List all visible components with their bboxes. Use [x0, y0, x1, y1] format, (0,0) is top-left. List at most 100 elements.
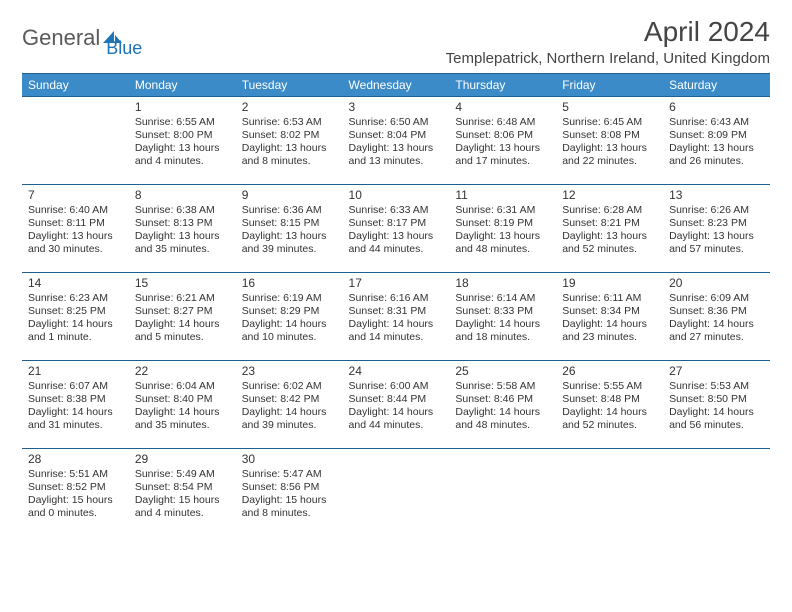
day-info-line: Sunrise: 6:31 AM [455, 204, 550, 217]
day-info-line: and 4 minutes. [135, 507, 230, 520]
calendar-day-cell: 25Sunrise: 5:58 AMSunset: 8:46 PMDayligh… [449, 361, 556, 449]
calendar-table: Sunday Monday Tuesday Wednesday Thursday… [22, 73, 770, 537]
day-info-line: Sunrise: 6:48 AM [455, 116, 550, 129]
day-info-line: Sunset: 8:25 PM [28, 305, 123, 318]
day-number: 15 [135, 276, 230, 291]
day-number: 3 [349, 100, 444, 115]
day-info-line: Daylight: 13 hours [562, 230, 657, 243]
day-info-line: and 44 minutes. [349, 243, 444, 256]
day-number: 21 [28, 364, 123, 379]
day-info-line: Sunset: 8:44 PM [349, 393, 444, 406]
day-info-line: Daylight: 13 hours [349, 142, 444, 155]
day-info-line: Sunset: 8:23 PM [669, 217, 764, 230]
day-info-line: Sunset: 8:42 PM [242, 393, 337, 406]
day-info-line: and 1 minute. [28, 331, 123, 344]
day-number: 29 [135, 452, 230, 467]
day-info-line: and 27 minutes. [669, 331, 764, 344]
day-info-line: Sunset: 8:52 PM [28, 481, 123, 494]
day-info-line: Daylight: 14 hours [135, 318, 230, 331]
day-info-line: Sunset: 8:17 PM [349, 217, 444, 230]
day-info-line: Daylight: 14 hours [135, 406, 230, 419]
day-info-line: Sunset: 8:33 PM [455, 305, 550, 318]
day-info-line: Sunrise: 6:50 AM [349, 116, 444, 129]
calendar-day-cell: 18Sunrise: 6:14 AMSunset: 8:33 PMDayligh… [449, 273, 556, 361]
day-info-line: Sunrise: 5:49 AM [135, 468, 230, 481]
day-info-line: Sunset: 8:50 PM [669, 393, 764, 406]
day-number: 27 [669, 364, 764, 379]
day-number: 5 [562, 100, 657, 115]
day-number: 4 [455, 100, 550, 115]
day-info-line: Daylight: 14 hours [242, 318, 337, 331]
day-info-line: Sunset: 8:04 PM [349, 129, 444, 142]
day-info-line: Sunset: 8:34 PM [562, 305, 657, 318]
day-info-line: Daylight: 14 hours [562, 406, 657, 419]
day-info-line: Sunset: 8:08 PM [562, 129, 657, 142]
calendar-day-cell: 26Sunrise: 5:55 AMSunset: 8:48 PMDayligh… [556, 361, 663, 449]
day-info-line: Daylight: 13 hours [455, 142, 550, 155]
day-info-line: and 52 minutes. [562, 243, 657, 256]
day-info-line: Sunrise: 6:00 AM [349, 380, 444, 393]
day-info-line: Daylight: 13 hours [28, 230, 123, 243]
calendar-day-cell [22, 97, 129, 185]
day-number: 8 [135, 188, 230, 203]
calendar-day-cell [663, 449, 770, 537]
day-info-line: Sunrise: 6:40 AM [28, 204, 123, 217]
calendar-day-cell: 3Sunrise: 6:50 AMSunset: 8:04 PMDaylight… [343, 97, 450, 185]
calendar-day-cell: 23Sunrise: 6:02 AMSunset: 8:42 PMDayligh… [236, 361, 343, 449]
day-number: 2 [242, 100, 337, 115]
day-info-line: and 13 minutes. [349, 155, 444, 168]
logo-text-general: General [22, 25, 100, 51]
day-info-line: Sunrise: 6:36 AM [242, 204, 337, 217]
day-info-line: and 5 minutes. [135, 331, 230, 344]
day-info-line: and 35 minutes. [135, 243, 230, 256]
day-info-line: Daylight: 14 hours [349, 318, 444, 331]
calendar-day-cell: 6Sunrise: 6:43 AMSunset: 8:09 PMDaylight… [663, 97, 770, 185]
day-info-line: and 31 minutes. [28, 419, 123, 432]
calendar-day-cell [343, 449, 450, 537]
day-info-line: Daylight: 14 hours [242, 406, 337, 419]
day-number: 6 [669, 100, 764, 115]
calendar-day-cell: 11Sunrise: 6:31 AMSunset: 8:19 PMDayligh… [449, 185, 556, 273]
day-info-line: Daylight: 13 hours [455, 230, 550, 243]
calendar-day-cell: 1Sunrise: 6:55 AMSunset: 8:00 PMDaylight… [129, 97, 236, 185]
day-info-line: Sunrise: 6:33 AM [349, 204, 444, 217]
weekday-header: Saturday [663, 74, 770, 97]
day-info-line: and 10 minutes. [242, 331, 337, 344]
day-number: 1 [135, 100, 230, 115]
day-info-line: Sunrise: 6:53 AM [242, 116, 337, 129]
day-info-line: Sunset: 8:31 PM [349, 305, 444, 318]
calendar-day-cell: 19Sunrise: 6:11 AMSunset: 8:34 PMDayligh… [556, 273, 663, 361]
day-number: 12 [562, 188, 657, 203]
day-info-line: and 0 minutes. [28, 507, 123, 520]
day-info-line: Sunrise: 5:47 AM [242, 468, 337, 481]
day-info-line: Sunset: 8:06 PM [455, 129, 550, 142]
day-info-line: and 4 minutes. [135, 155, 230, 168]
day-info-line: Sunset: 8:21 PM [562, 217, 657, 230]
day-number: 7 [28, 188, 123, 203]
calendar-day-cell: 9Sunrise: 6:36 AMSunset: 8:15 PMDaylight… [236, 185, 343, 273]
day-info-line: Sunrise: 5:53 AM [669, 380, 764, 393]
day-info-line: Sunrise: 6:21 AM [135, 292, 230, 305]
calendar-day-cell: 27Sunrise: 5:53 AMSunset: 8:50 PMDayligh… [663, 361, 770, 449]
day-info-line: Sunset: 8:29 PM [242, 305, 337, 318]
day-number: 30 [242, 452, 337, 467]
day-info-line: Sunrise: 5:58 AM [455, 380, 550, 393]
calendar-day-cell: 15Sunrise: 6:21 AMSunset: 8:27 PMDayligh… [129, 273, 236, 361]
calendar-day-cell: 24Sunrise: 6:00 AMSunset: 8:44 PMDayligh… [343, 361, 450, 449]
calendar-week-row: 1Sunrise: 6:55 AMSunset: 8:00 PMDaylight… [22, 97, 770, 185]
calendar-day-cell: 22Sunrise: 6:04 AMSunset: 8:40 PMDayligh… [129, 361, 236, 449]
day-info-line: Daylight: 14 hours [455, 318, 550, 331]
day-info-line: Daylight: 15 hours [242, 494, 337, 507]
day-info-line: Sunrise: 5:51 AM [28, 468, 123, 481]
day-info-line: and 8 minutes. [242, 507, 337, 520]
weekday-header: Tuesday [236, 74, 343, 97]
logo-text-blue: Blue [106, 38, 142, 59]
calendar-week-row: 7Sunrise: 6:40 AMSunset: 8:11 PMDaylight… [22, 185, 770, 273]
calendar-day-cell: 17Sunrise: 6:16 AMSunset: 8:31 PMDayligh… [343, 273, 450, 361]
day-info-line: Sunrise: 6:28 AM [562, 204, 657, 217]
calendar-week-row: 28Sunrise: 5:51 AMSunset: 8:52 PMDayligh… [22, 449, 770, 537]
calendar-day-cell: 20Sunrise: 6:09 AMSunset: 8:36 PMDayligh… [663, 273, 770, 361]
day-info-line: Sunset: 8:56 PM [242, 481, 337, 494]
day-info-line: Sunrise: 6:19 AM [242, 292, 337, 305]
day-info-line: Sunset: 8:46 PM [455, 393, 550, 406]
